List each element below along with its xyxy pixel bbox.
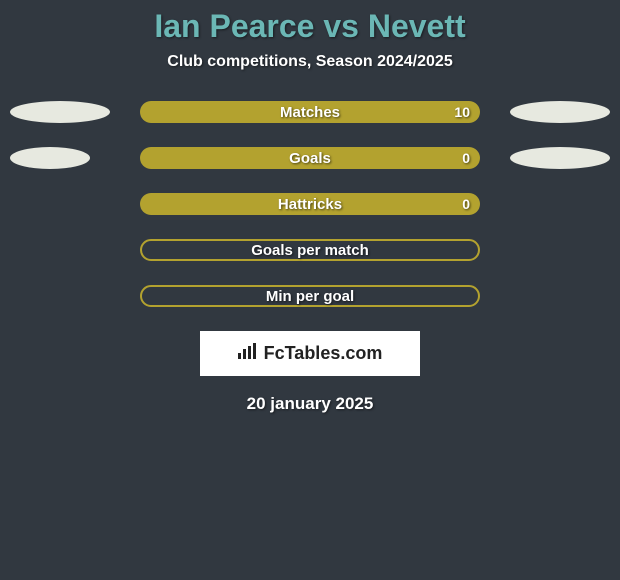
- stat-row: Hattricks 0: [0, 193, 620, 215]
- left-indicator-col: [0, 101, 140, 123]
- brand-text: FcTables.com: [264, 343, 383, 364]
- left-indicator-col: [0, 147, 140, 169]
- stat-bar: Matches 10: [140, 101, 480, 123]
- left-ellipse: [10, 147, 90, 169]
- brand-box: FcTables.com: [200, 331, 420, 376]
- stat-bar: Hattricks 0: [140, 193, 480, 215]
- stat-value: 0: [462, 150, 470, 166]
- stat-value: 10: [454, 104, 470, 120]
- right-indicator-col: [480, 147, 620, 169]
- stat-label: Hattricks: [278, 196, 342, 213]
- stat-label: Goals per match: [251, 242, 369, 259]
- stat-rows: Matches 10 Goals 0 Hattricks 0 Goals per match…: [0, 101, 620, 307]
- stat-row: Goals per match: [0, 239, 620, 261]
- stat-bar: Min per goal: [140, 285, 480, 307]
- stat-bar-area: Matches 10: [140, 101, 480, 123]
- stat-row: Matches 10: [0, 101, 620, 123]
- page-title: Ian Pearce vs Nevett: [0, 8, 620, 45]
- left-ellipse: [10, 101, 110, 123]
- stat-bar: Goals per match: [140, 239, 480, 261]
- right-ellipse: [510, 147, 610, 169]
- stat-bar-area: Goals per match: [140, 239, 480, 261]
- bars-icon: [238, 343, 258, 359]
- stat-bar-area: Goals 0: [140, 147, 480, 169]
- stat-label: Matches: [280, 104, 340, 121]
- date-text: 20 january 2025: [0, 394, 620, 414]
- page-subtitle: Club competitions, Season 2024/2025: [0, 53, 620, 71]
- stat-label: Min per goal: [266, 288, 354, 305]
- stat-row: Goals 0: [0, 147, 620, 169]
- comparison-infographic: Ian Pearce vs Nevett Club competitions, …: [0, 0, 620, 580]
- stat-bar: Goals 0: [140, 147, 480, 169]
- stat-value: 0: [462, 196, 470, 212]
- stat-bar-area: Min per goal: [140, 285, 480, 307]
- brand-logo: FcTables.com: [238, 343, 383, 364]
- stat-label: Goals: [289, 150, 331, 167]
- stat-bar-area: Hattricks 0: [140, 193, 480, 215]
- right-indicator-col: [480, 101, 620, 123]
- stat-row: Min per goal: [0, 285, 620, 307]
- right-ellipse: [510, 101, 610, 123]
